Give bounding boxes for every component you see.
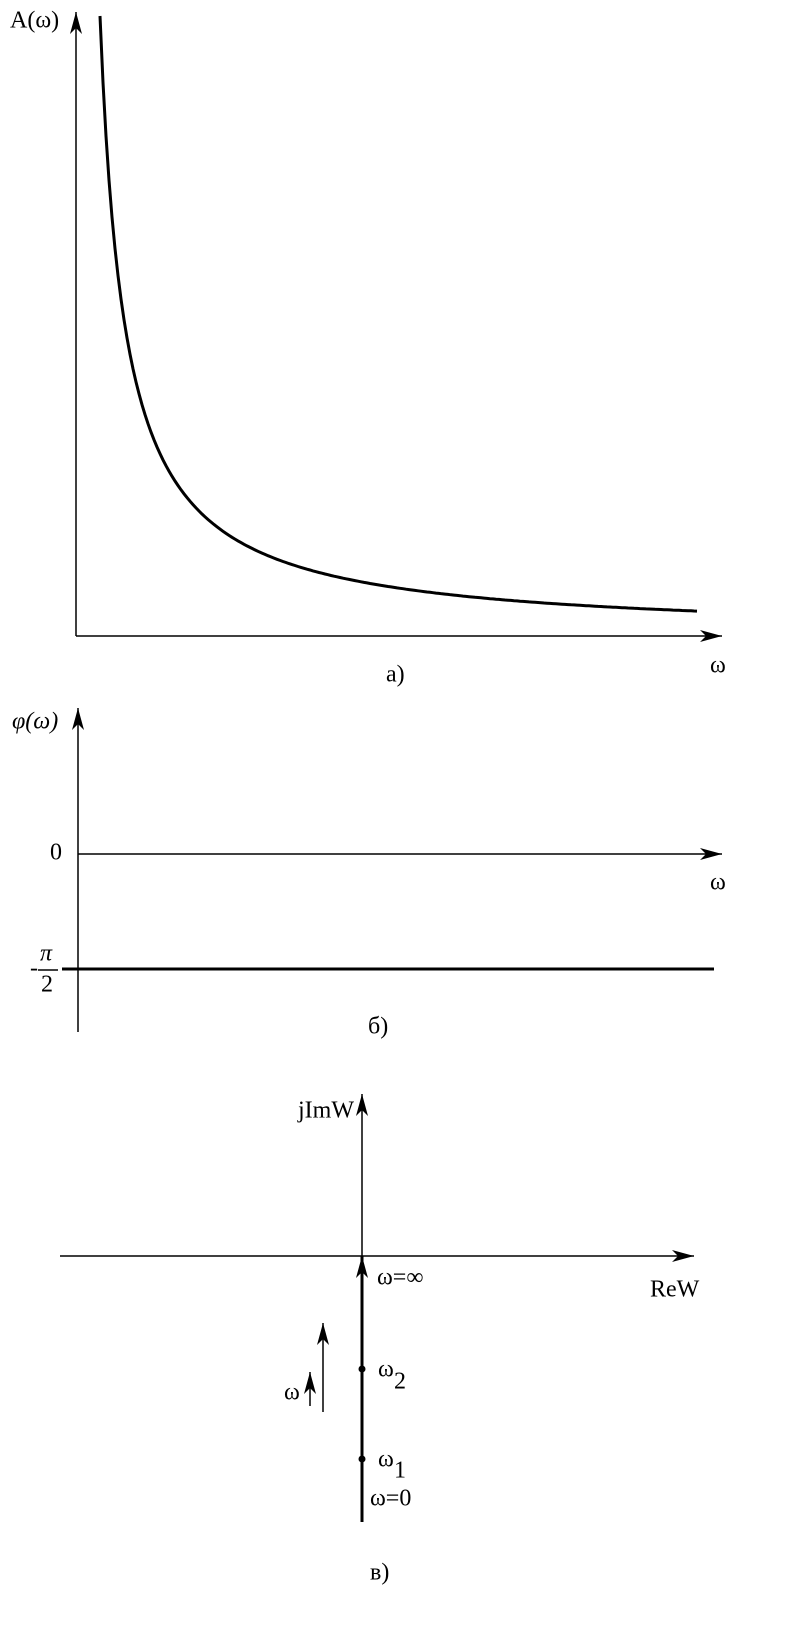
zero-label: ω=0 [370,1486,411,1512]
imag-axis-label: jImW [297,1098,354,1124]
point-1-symbol: ω [378,1447,394,1473]
panel-c: jImW ReW ω=∞ ω 2 ω 1 ω=0 ω в) [60,1094,700,1586]
real-axis-label: ReW [650,1277,700,1303]
x-axis-label: ω [710,653,726,679]
amplitude-curve [98,15,698,613]
point-2-subscript: 2 [394,1369,406,1395]
level-numerator: π [40,941,53,967]
caption: б) [368,1014,388,1040]
level-denominator: 2 [41,972,53,998]
y-axis-label: A(ω) [10,8,59,34]
point-2 [358,1365,366,1373]
direction-label: ω [284,1380,300,1406]
infinity-label: ω=∞ [377,1265,423,1291]
caption: а) [386,662,405,688]
y-axis-label: φ(ω) [12,709,58,735]
point-1-subscript: 1 [394,1458,406,1484]
zero-label: 0 [50,840,62,866]
x-axis-label: ω [710,870,726,896]
level-sign: - [30,956,38,982]
panel-a: A(ω) ω а) [10,8,726,688]
point-1 [358,1455,366,1463]
panel-b: φ(ω) ω 0 - π 2 б) [12,708,726,1040]
point-2-symbol: ω [378,1357,394,1383]
caption: в) [370,1560,389,1586]
